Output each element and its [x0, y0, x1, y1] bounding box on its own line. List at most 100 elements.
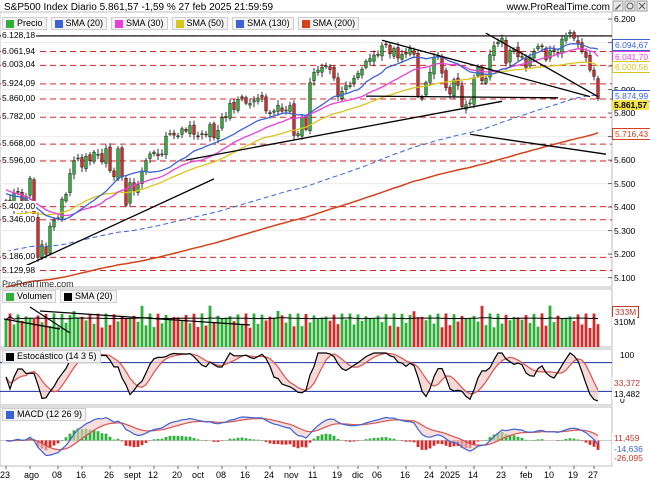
- volume-bar: [556, 315, 560, 347]
- macd-histogram-bar: [288, 440, 292, 445]
- price-axis-label: 5.200: [614, 249, 636, 260]
- legend-volume-sma[interactable]: SMA (20): [60, 290, 117, 303]
- candle-body: [80, 157, 84, 168]
- volume-bar: [152, 327, 156, 347]
- legend-sma20[interactable]: SMA (20): [50, 17, 108, 30]
- volume-bar: [156, 313, 160, 347]
- volume-bar: [184, 314, 188, 347]
- candle-body: [312, 72, 316, 81]
- volume-bar: [256, 323, 260, 347]
- volume-bar: [404, 323, 408, 347]
- volume-bar: [296, 313, 300, 347]
- level-label: 5.186,00: [1, 251, 37, 262]
- close-icon[interactable]: [636, 0, 648, 12]
- candle-body: [484, 77, 488, 84]
- macd-histogram-bar: [232, 438, 236, 441]
- macd-histogram-bar: [576, 439, 580, 441]
- macd-histogram-bar: [408, 440, 412, 442]
- macd-histogram-bar: [100, 433, 104, 441]
- macd-histogram-bar: [416, 440, 420, 448]
- volume-bar: [460, 315, 464, 347]
- macd-hist-label: -26,095: [612, 453, 645, 463]
- candle-body: [272, 110, 276, 113]
- legend-price[interactable]: Precio: [2, 17, 47, 30]
- price-axis-label: 5.900: [614, 85, 635, 95]
- volume-bar: [560, 318, 564, 347]
- candle-body: [288, 105, 292, 112]
- macd-histogram-bar: [248, 438, 252, 441]
- level-label: 6.061,94: [1, 45, 37, 56]
- macd-histogram-bar: [348, 440, 352, 442]
- macd-histogram-bar: [572, 438, 576, 441]
- volume-bar: [348, 313, 352, 347]
- candle-body: [452, 79, 456, 96]
- macd-histogram-bar: [432, 440, 436, 446]
- settings-icon[interactable]: [624, 0, 636, 12]
- macd-histogram-bar: [112, 439, 116, 441]
- legend-sma130[interactable]: SMA (130): [232, 17, 294, 30]
- volume-bar: [516, 317, 520, 347]
- legend-sma200[interactable]: SMA (200): [297, 17, 360, 30]
- candle-body: [460, 85, 464, 107]
- x-axis-label: 06: [372, 470, 383, 480]
- volume-bar: [456, 321, 460, 347]
- volume-bar: [504, 314, 508, 347]
- x-axis-label: 27: [588, 470, 599, 480]
- volume-bar: [508, 320, 512, 347]
- macd-histogram-bar: [392, 438, 396, 441]
- volume-bar: [192, 313, 196, 347]
- macd-histogram-bar: [228, 438, 232, 441]
- volume-bar: [48, 325, 52, 347]
- macd-histogram-bar: [336, 438, 340, 441]
- volume-bar: [128, 318, 132, 347]
- candle-body: [260, 95, 264, 98]
- candle-body: [592, 69, 596, 77]
- macd-histogram-bar: [404, 440, 408, 442]
- volume-bar: [220, 318, 224, 347]
- volume-bar: [564, 317, 568, 347]
- candle-body: [416, 52, 420, 97]
- volume-bar: [344, 319, 348, 347]
- volume-bar: [52, 313, 56, 347]
- macd-histogram-bar: [436, 440, 440, 444]
- candle-body: [76, 157, 80, 160]
- macd-histogram-bar: [268, 440, 272, 444]
- volume-bar: [72, 311, 76, 347]
- macd-histogram-bar: [328, 434, 332, 441]
- volume-bar: [264, 320, 268, 347]
- volume-bar: [440, 327, 444, 347]
- volume-bar: [520, 319, 524, 347]
- edit-icon[interactable]: [612, 0, 624, 12]
- candle-body: [540, 45, 544, 48]
- legend-sma30[interactable]: SMA (30): [111, 17, 168, 30]
- volume-bar: [200, 313, 204, 347]
- candle-body: [456, 77, 460, 86]
- volume-bar: [212, 321, 216, 347]
- level-label: 5.668,00: [1, 138, 37, 149]
- legend-sma50[interactable]: SMA (50): [171, 17, 229, 30]
- volume-bar: [480, 305, 484, 347]
- source-url[interactable]: www.ProRealTime.com: [506, 2, 610, 13]
- volume-bar: [568, 316, 572, 347]
- candle-body: [576, 40, 580, 44]
- volume-bar: [576, 314, 580, 347]
- macd-histogram-bar: [152, 439, 156, 441]
- legend-macd[interactable]: MACD (12 26 9): [2, 408, 87, 421]
- candle-body: [240, 96, 244, 99]
- x-axis-label: 08: [216, 470, 227, 480]
- macd-histogram-bar: [120, 440, 124, 442]
- macd-histogram-bar: [60, 439, 64, 441]
- legend-volume[interactable]: Volumen: [2, 290, 57, 303]
- macd-histogram-bar: [428, 440, 432, 449]
- macd-histogram-bar: [168, 435, 172, 441]
- macd-histogram-bar: [512, 435, 516, 441]
- volume-bar: [20, 320, 24, 347]
- candle-body: [384, 43, 388, 46]
- macd-histogram-bar: [588, 440, 592, 445]
- price-axis-label: 5.300: [614, 225, 636, 236]
- x-axis-label: ago: [24, 470, 40, 480]
- candle-body: [180, 128, 184, 135]
- volume-bar: [396, 326, 400, 347]
- legend-stoch[interactable]: Estocástico (14 3 5): [2, 350, 101, 363]
- macd-histogram-bar: [88, 429, 92, 441]
